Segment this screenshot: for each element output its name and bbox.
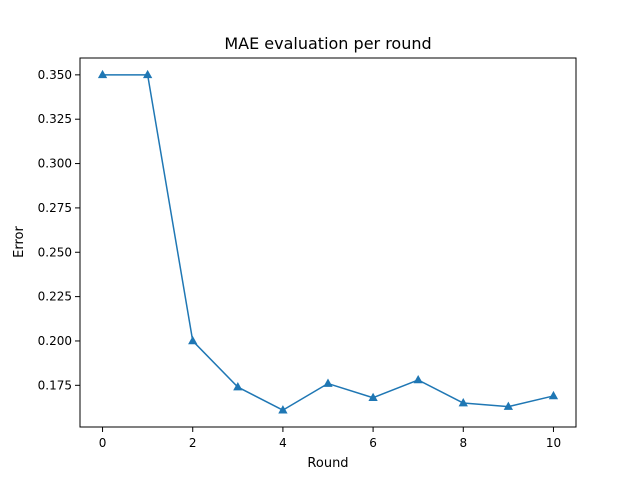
y-tick-label: 0.225 (38, 290, 72, 304)
y-tick-label: 0.175 (38, 378, 72, 392)
x-axis-title: Round (307, 456, 348, 471)
x-axis-ticks: 0 2 4 6 8 10 (99, 427, 561, 450)
plot-area (80, 58, 576, 427)
y-tick-label: 0.200 (38, 334, 72, 348)
plot-frame (79, 57, 577, 428)
y-tick-label: 0.350 (38, 68, 72, 82)
chart-title: MAE evaluation per round (224, 34, 431, 53)
data-point-marker (278, 405, 288, 414)
data-point-marker (503, 401, 514, 410)
y-tick-label: 0.325 (38, 112, 72, 126)
data-point-marker (142, 69, 153, 79)
data-point-marker (97, 69, 108, 79)
x-tick-label: 0 (99, 436, 107, 450)
data-point-marker (413, 374, 423, 384)
x-tick-label: 2 (189, 436, 197, 450)
data-point-marker (458, 398, 468, 407)
data-point-marker (368, 392, 378, 402)
data-point-marker (233, 382, 243, 391)
y-axis-ticks: 0.175 0.200 0.225 0.250 0.275 0.300 0.325 0.350 (38, 68, 80, 392)
x-tick-label: 6 (369, 436, 377, 450)
x-tick-label: 8 (459, 436, 467, 450)
y-tick-label: 0.275 (38, 201, 72, 215)
data-point-marker (323, 378, 333, 387)
y-tick-label: 0.250 (38, 245, 72, 259)
x-tick-label: 4 (279, 436, 287, 450)
y-tick-label: 0.300 (38, 157, 72, 171)
data-point-marker (188, 335, 198, 345)
y-axis-title: Error (12, 226, 27, 258)
series-layer (97, 69, 559, 414)
x-tick-label: 10 (546, 436, 561, 450)
data-point-marker (548, 390, 559, 400)
